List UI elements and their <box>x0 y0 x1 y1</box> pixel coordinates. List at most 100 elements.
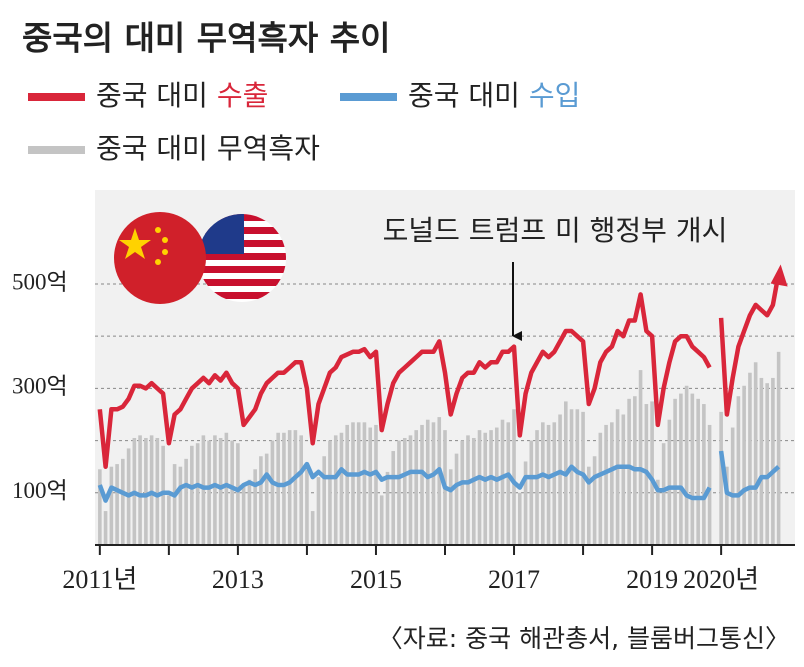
bar <box>529 440 534 545</box>
bar <box>172 464 177 545</box>
bar <box>696 398 700 545</box>
bar <box>345 424 349 545</box>
bar <box>356 422 361 545</box>
bar <box>552 422 557 545</box>
bar <box>598 432 603 545</box>
bar <box>707 424 712 545</box>
bar <box>575 409 580 545</box>
bar <box>730 427 735 545</box>
y-tick-label: 100억 <box>12 478 68 503</box>
bar <box>592 456 597 545</box>
bar <box>684 385 689 545</box>
bar <box>397 440 401 545</box>
bar <box>489 430 493 545</box>
bar <box>178 466 183 545</box>
bar <box>195 443 200 545</box>
bar <box>230 440 234 545</box>
bar <box>207 440 211 545</box>
bar <box>115 464 119 545</box>
bar <box>253 469 257 545</box>
bar <box>460 440 465 545</box>
star <box>119 228 151 259</box>
bar <box>753 362 758 545</box>
x-tick-label: 2011년 <box>62 565 137 594</box>
y-tick-label: 500억 <box>12 269 68 294</box>
bar <box>161 445 165 545</box>
bar <box>604 424 608 545</box>
bar <box>236 443 240 545</box>
bar <box>610 422 614 545</box>
bar <box>328 440 332 545</box>
china-flag <box>114 212 206 304</box>
bar <box>541 422 545 545</box>
bar <box>149 435 154 545</box>
bar <box>270 440 275 545</box>
bar <box>437 417 442 545</box>
bar <box>466 435 470 545</box>
legend-label: 중국 대미 수출 <box>96 79 268 112</box>
line <box>97 450 781 503</box>
bar <box>299 435 304 545</box>
bar <box>431 422 436 545</box>
bar <box>144 437 148 545</box>
bar <box>282 432 286 545</box>
source: 〈자료: 중국 해관총서, 블룸버그통신〉 <box>378 624 790 653</box>
bar <box>765 383 769 545</box>
bar <box>218 437 223 545</box>
bar <box>448 469 453 545</box>
bar <box>184 458 188 545</box>
bar <box>351 422 355 545</box>
bar <box>656 479 660 545</box>
bar <box>477 430 482 545</box>
bar <box>500 419 505 545</box>
annotation: 도널드 트럼프 미 행정부 개시 <box>383 214 728 247</box>
legend-label: 중국 대미 수입 <box>408 79 580 112</box>
bar <box>621 414 626 545</box>
bar <box>201 435 206 545</box>
bar <box>742 385 746 545</box>
x-tick-label: 2017 <box>488 565 540 594</box>
bar <box>638 370 643 545</box>
x-tick-label: 2020년 <box>683 565 759 594</box>
bar <box>736 396 741 545</box>
bar <box>471 437 476 545</box>
bar <box>287 430 292 545</box>
bar <box>776 351 781 545</box>
flags <box>114 212 286 304</box>
y-tick-label: 300억 <box>12 374 68 399</box>
bar <box>391 451 396 545</box>
bar <box>121 458 125 545</box>
bar <box>293 430 298 545</box>
bar <box>454 453 459 545</box>
bar <box>138 435 142 545</box>
bar <box>276 432 280 545</box>
line-arrowhead <box>770 264 788 287</box>
bar <box>661 443 666 545</box>
bar <box>535 430 539 545</box>
bar <box>725 466 729 545</box>
bar <box>155 437 160 545</box>
bar <box>414 430 419 545</box>
bar <box>333 435 338 545</box>
star <box>155 227 161 233</box>
bar <box>310 511 315 545</box>
bar <box>558 414 562 545</box>
bar <box>523 461 528 545</box>
bar <box>771 377 775 545</box>
bar <box>98 469 102 545</box>
bar <box>374 424 378 545</box>
bar <box>420 424 424 545</box>
bar <box>667 419 672 545</box>
bar <box>615 409 620 545</box>
star <box>162 249 168 255</box>
bar <box>322 456 326 545</box>
bar <box>103 511 108 545</box>
bar <box>569 409 574 545</box>
bar <box>190 445 194 545</box>
chart-title: 중국의 대미 무역흑자 추이 <box>22 19 390 58</box>
bar <box>627 398 631 545</box>
bar <box>425 419 430 545</box>
x-tick-label: 2019 <box>626 565 678 594</box>
bar <box>494 427 499 545</box>
lines <box>97 264 788 503</box>
